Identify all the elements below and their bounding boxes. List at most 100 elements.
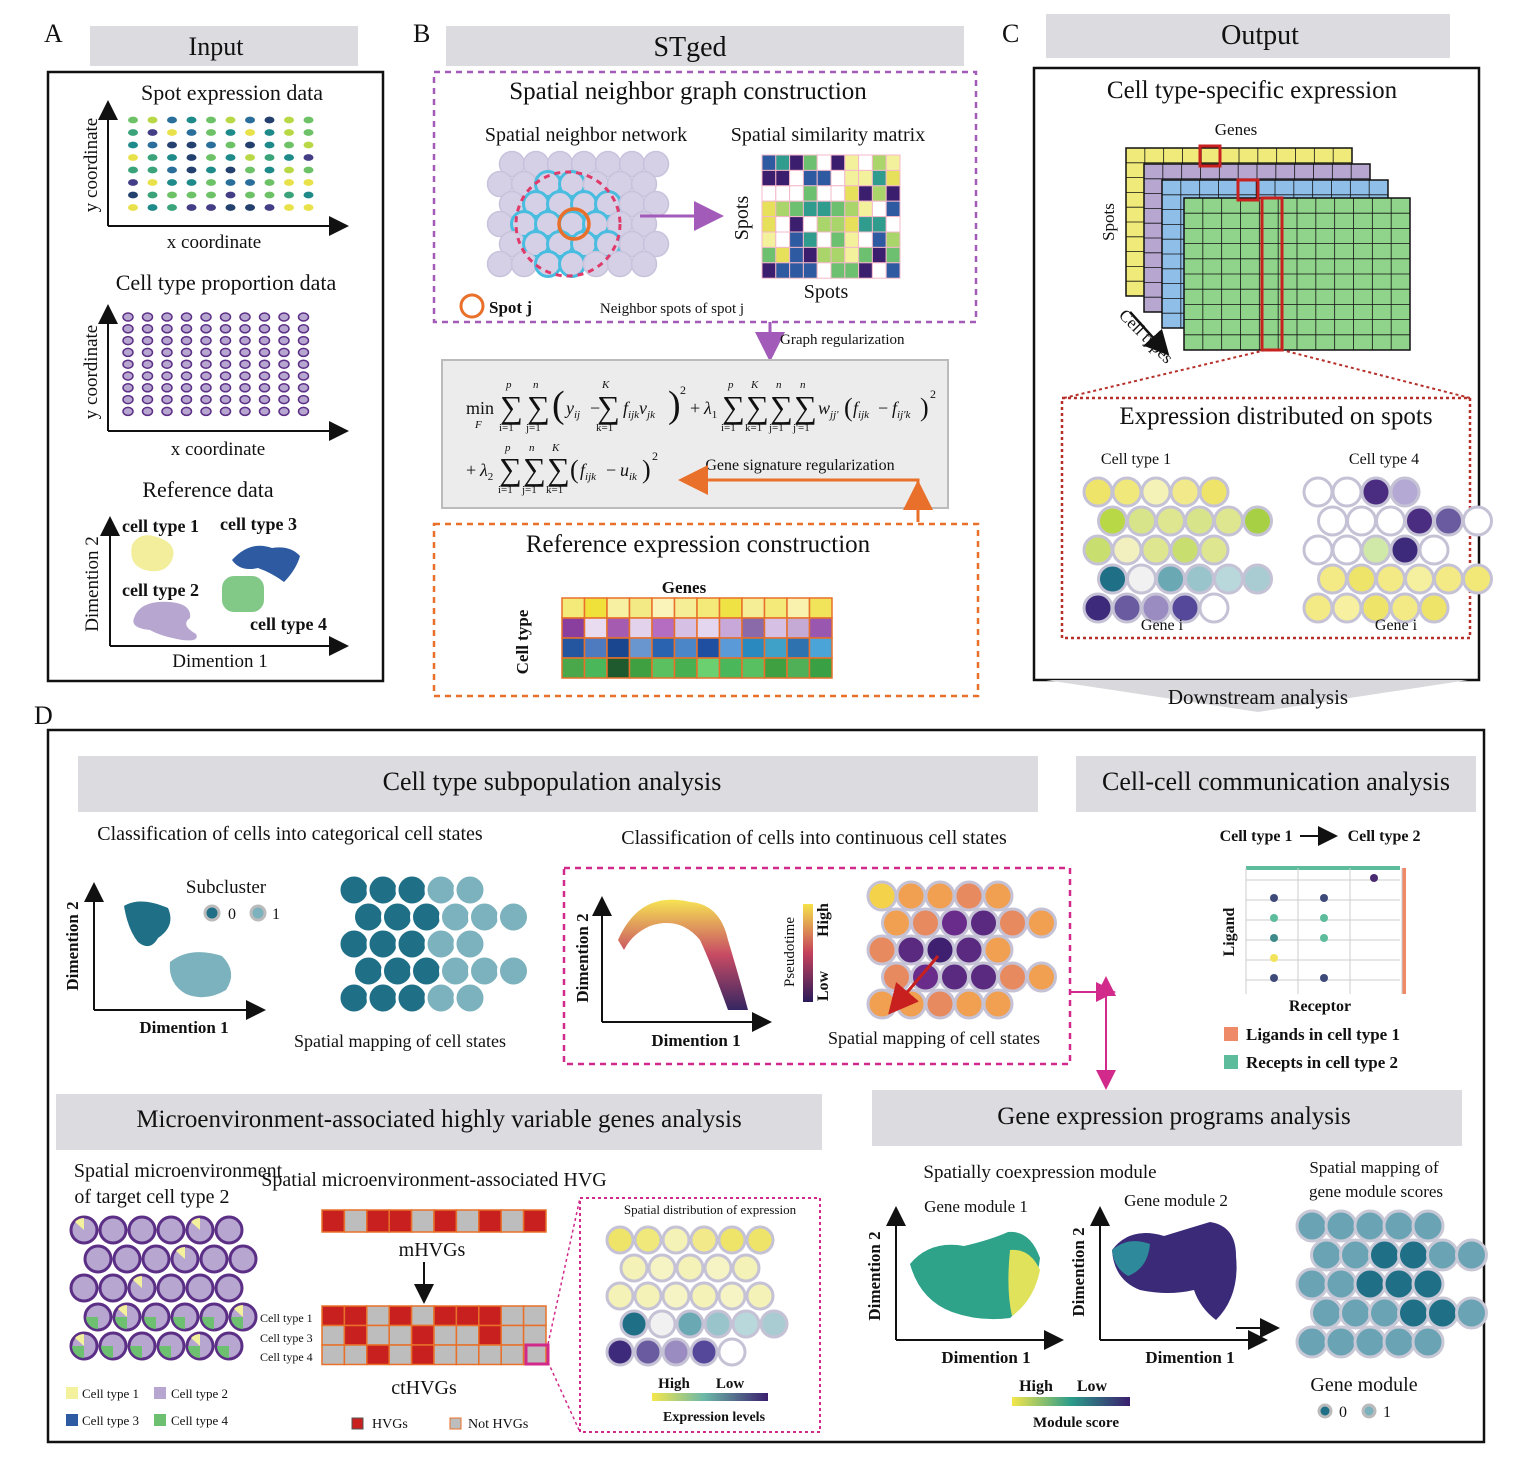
svg-text:+: + xyxy=(690,398,700,418)
proportion-pie xyxy=(239,394,251,405)
proportion-pie xyxy=(122,324,134,334)
svg-text:∑: ∑ xyxy=(794,389,817,425)
proportion-pie xyxy=(122,335,134,346)
ref-cell xyxy=(628,617,653,639)
spot-expression-dots xyxy=(128,116,314,211)
ref-cell xyxy=(583,597,608,619)
ref-cell xyxy=(673,597,698,619)
matrix-cell xyxy=(830,216,846,233)
hex-spot xyxy=(982,934,1014,966)
dist-ct1-label: Cell type 1 xyxy=(1101,451,1171,468)
svg-text:∑: ∑ xyxy=(500,389,523,425)
ccc-dot xyxy=(1270,914,1278,922)
svg-text:i=1: i=1 xyxy=(499,422,514,434)
cthvg-row-3: Cell type 3 xyxy=(260,1331,313,1345)
spot-dot xyxy=(245,204,255,211)
hex-spot xyxy=(633,1225,663,1255)
gm1-x-label: Dimention 1 xyxy=(941,1348,1030,1367)
expression-cube xyxy=(1125,144,1411,352)
matrix-cell xyxy=(830,185,846,202)
panel-letter-c: C xyxy=(1002,19,1019,48)
hex-spot xyxy=(1026,961,1057,993)
cluster-blob-1 xyxy=(131,535,174,572)
hex-spot xyxy=(1360,534,1392,566)
proportion-pie xyxy=(161,359,173,369)
proportion-pie xyxy=(278,324,290,334)
spot-dot xyxy=(186,116,197,124)
proportion-pie xyxy=(180,347,193,358)
hex-spot xyxy=(619,1253,649,1283)
cube-genes-label: Genes xyxy=(1215,120,1257,139)
matrix-cell xyxy=(761,154,777,171)
hex-spot xyxy=(410,954,443,988)
ref-cell xyxy=(673,657,698,679)
hex-spot xyxy=(1097,563,1128,595)
matrix-cell xyxy=(802,262,818,279)
spot-y-label: y coordinate xyxy=(81,118,102,212)
expr-levels-label: Expression levels xyxy=(663,1410,766,1425)
pseudotime-colorbar xyxy=(803,904,813,1002)
spot-dot xyxy=(128,154,138,161)
cthvg-cell xyxy=(321,1344,346,1366)
hex-spot xyxy=(1111,476,1143,508)
hex-spot xyxy=(1382,1267,1416,1301)
ref-cell xyxy=(741,597,766,619)
hex-spot xyxy=(352,900,385,934)
hex-spot xyxy=(352,954,385,988)
proportion-pie xyxy=(278,359,290,369)
expr-high: High xyxy=(658,1376,690,1392)
cube-highlight xyxy=(1236,178,1260,202)
matrix-cell xyxy=(802,216,818,233)
spot-dot xyxy=(167,116,177,124)
matrix-cell xyxy=(885,246,901,264)
gm1-icon xyxy=(1361,1403,1377,1419)
not-hvgs-legend: Not HVGs xyxy=(468,1417,528,1432)
output-header: Output xyxy=(1221,20,1299,51)
proportion-pie xyxy=(122,394,134,405)
hex-spot xyxy=(337,927,371,961)
micro-pie xyxy=(228,1244,258,1274)
network-node xyxy=(642,150,670,178)
cthvg-cell xyxy=(478,1305,502,1327)
micro-pie xyxy=(69,1273,99,1303)
hex-spot xyxy=(337,981,371,1015)
matrix-cell xyxy=(816,200,832,218)
micro-pie xyxy=(141,1244,171,1274)
matrix-cell xyxy=(802,154,818,171)
svg-text:n: n xyxy=(776,379,782,391)
micro-pie-slice xyxy=(101,1346,113,1358)
cluster-blob-4 xyxy=(222,576,264,612)
hex-spot xyxy=(1111,534,1143,566)
hex-spot xyxy=(1155,505,1186,537)
matrix-cell xyxy=(871,169,887,187)
proportion-pie xyxy=(141,347,154,358)
proportion-pie xyxy=(258,406,271,417)
downstream-label: Downstream analysis xyxy=(1168,685,1348,709)
ccc-dot xyxy=(1270,974,1278,982)
proportion-pie xyxy=(122,312,134,322)
ref-cell xyxy=(808,657,833,679)
proportion-pie xyxy=(239,371,251,381)
proportion-title: Cell type proportion data xyxy=(116,270,337,295)
gm-map-title-2: gene module scores xyxy=(1309,1182,1443,1201)
svg-text:p: p xyxy=(505,379,512,391)
micro-pie xyxy=(98,1273,128,1303)
spot-dot xyxy=(206,204,216,211)
ccc-header: Cell-cell communication analysis xyxy=(1102,767,1450,796)
stged-header: STged xyxy=(653,32,726,63)
spot-dot xyxy=(284,166,294,174)
score-low: Low xyxy=(1077,1378,1108,1395)
ref-cell xyxy=(606,617,631,639)
hex-spot xyxy=(689,1225,719,1255)
pseudotime-high: High xyxy=(815,903,832,937)
cthvg-cell xyxy=(388,1305,413,1327)
gm2-title: Gene module 2 xyxy=(1124,1191,1228,1210)
hex-spot xyxy=(939,961,970,993)
proportion-pie xyxy=(200,324,212,334)
objective-formula: min F ∑pi=1 ∑nj=1 ( yij − ∑Kk=1 fijkvjk … xyxy=(466,379,936,496)
cthvg-cell xyxy=(522,1324,547,1346)
spot-dot xyxy=(264,116,275,124)
svg-text:∑: ∑ xyxy=(597,389,620,425)
spot-dot xyxy=(264,154,275,161)
matrix-cell xyxy=(885,169,901,187)
